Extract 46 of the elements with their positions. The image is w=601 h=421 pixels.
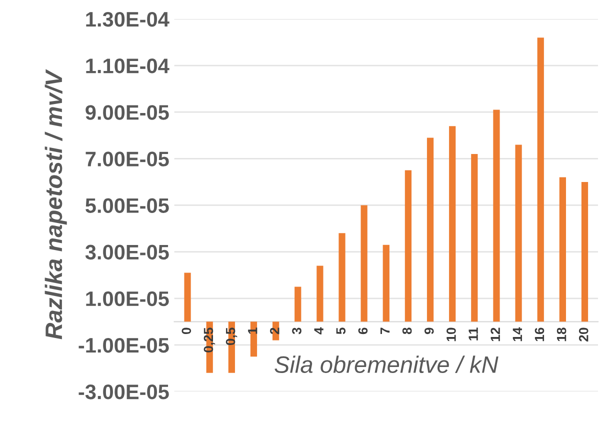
x-tick-label: 0,25 [204,328,216,352]
x-tick-label: 20 [578,328,588,342]
y-tick-label: 5.00E-05 [86,198,169,213]
bar [404,170,412,322]
bar [294,286,302,322]
y-tick-label: 7.00E-05 [86,152,169,166]
x-tick-label: 6 [358,328,368,334]
x-tick-label: 0,5 [226,328,238,346]
bar [471,154,478,322]
y-tick-label: 1.10E-04 [86,58,170,74]
bar [537,38,544,322]
x-tick-label: 1 [248,328,258,334]
bar [338,233,346,322]
bar [559,177,566,322]
x-tick-label: 11 [468,328,478,340]
x-tick-label: 2 [270,328,280,334]
x-tick-label: 8 [402,328,412,334]
x-tick-label: 10 [446,328,456,342]
x-axis-title: Sila obremenitve / kN [274,356,498,374]
y-tick-label: -1.00E-05 [78,338,169,353]
y-tick-label: -3.00E-05 [78,384,169,400]
bar [250,322,258,357]
x-tick-label: 3 [292,328,302,334]
x-tick-label: 16 [534,328,544,342]
x-tick-label: 5 [336,328,346,334]
x-tick-label: 12 [490,328,500,342]
x-tick-label: 14 [512,327,522,342]
bar [449,126,456,322]
bar [493,110,500,322]
bar [426,138,434,322]
x-tick-label: 9 [424,328,434,334]
bar [581,182,588,322]
bar [184,272,191,322]
x-tick-label: 4 [314,327,324,334]
x-tick-label: 0 [182,328,192,334]
y-tick-label: 1.30E-04 [86,12,170,27]
y-tick-label: 1.00E-05 [86,291,169,306]
bar [515,144,522,322]
y-axis-title: Razlika napetosti / mv/V [44,69,67,340]
y-tick-label: 3.00E-05 [85,244,169,260]
y-tick-label: 9.00E-05 [86,105,169,120]
bar [382,244,390,322]
x-tick-label: 18 [556,328,566,342]
x-tick-label: 7 [380,328,390,334]
bar [316,266,324,322]
bar [360,205,368,322]
